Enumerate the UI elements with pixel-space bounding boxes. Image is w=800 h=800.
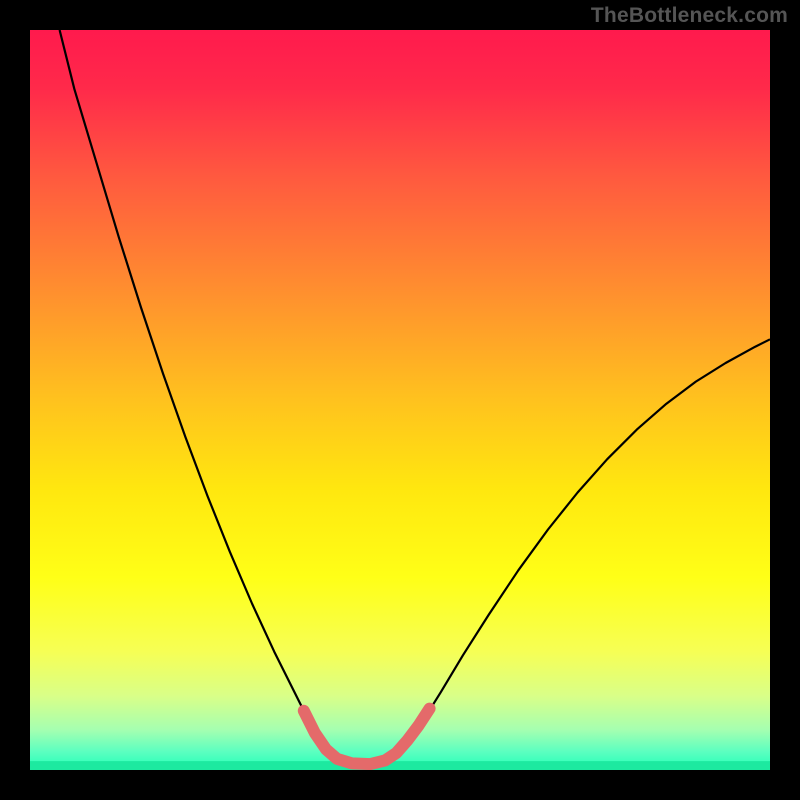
gradient-background: [30, 30, 770, 770]
chart-container: TheBottleneck.com: [0, 0, 800, 800]
watermark-text: TheBottleneck.com: [591, 4, 788, 28]
plot-area: [30, 30, 770, 770]
bottom-band: [30, 761, 770, 770]
chart-svg: [30, 30, 770, 770]
